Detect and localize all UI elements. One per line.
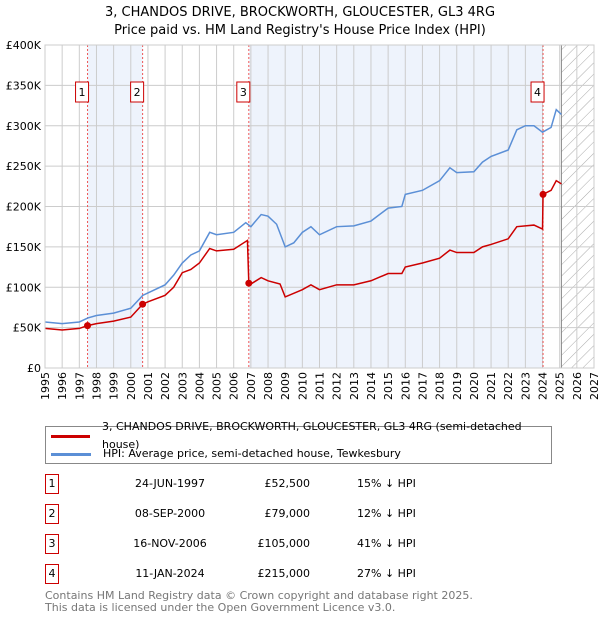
x-tick-label: 1999 xyxy=(108,372,121,400)
sale-price: £79,000 xyxy=(264,507,311,520)
legend-item-property: 3, CHANDOS DRIVE, BROCKWORTH, GLOUCESTER… xyxy=(46,420,551,451)
sale-price: £105,000 xyxy=(257,537,311,550)
sale-date: 16-NOV-2006 xyxy=(133,537,207,550)
x-tick-label: 2004 xyxy=(193,372,206,400)
sale-date: 24-JUN-1997 xyxy=(134,477,206,490)
sale-row: 3 16-NOV-2006 £105,000 41% ↓ HPI xyxy=(45,534,445,554)
y-tick-label: £100K xyxy=(6,281,42,294)
x-tick-label: 2021 xyxy=(485,372,498,400)
sale-row: 1 24-JUN-1997 £52,500 15% ↓ HPI xyxy=(45,474,445,494)
sale-label: 1 xyxy=(79,86,86,99)
sale-point xyxy=(139,300,147,308)
sale-date: 11-JAN-2024 xyxy=(135,567,205,580)
x-tick-label: 2022 xyxy=(502,372,515,400)
x-tick-label: 2016 xyxy=(399,372,412,400)
series-line xyxy=(44,179,562,331)
x-tick-label: 2023 xyxy=(519,372,532,400)
x-tick-label: 2001 xyxy=(142,372,155,400)
footer-line: Contains HM Land Registry data © Crown c… xyxy=(45,589,473,602)
x-tick-label: 2010 xyxy=(296,372,309,400)
plot-frame xyxy=(44,44,595,369)
x-tick-label: 2018 xyxy=(434,372,447,400)
subtitle-line: Price paid vs. HM Land Registry's House … xyxy=(114,23,486,38)
price-chart: 1995 1996 1997 1998 1999 2000 2001 2002 2003 2004… xyxy=(6,39,600,400)
x-tick-label: 2025 xyxy=(554,372,567,400)
x-tick-label: 2026 xyxy=(571,372,584,400)
x-tick-label: 2006 xyxy=(228,372,241,400)
hpi-diff: 41% ↓ HPI xyxy=(357,537,416,550)
y-tick-label: £200K xyxy=(6,201,42,214)
sale-label: 2 xyxy=(134,86,141,99)
footer: Contains HM Land Registry data © Crown c… xyxy=(45,590,473,614)
legend-label: HPI: Average price, semi-detached house,… xyxy=(103,447,401,460)
blue-line-swatch xyxy=(51,452,91,456)
legend: 3, CHANDOS DRIVE, BROCKWORTH, GLOUCESTER… xyxy=(45,420,552,464)
y-tick-label: £0 xyxy=(27,362,41,375)
hpi-diff: 15% ↓ HPI xyxy=(357,477,416,490)
x-tick-label: 2013 xyxy=(348,372,361,400)
x-tick-label: 2027 xyxy=(588,372,600,400)
x-tick-label: 2019 xyxy=(451,372,464,400)
hpi-diff: 12% ↓ HPI xyxy=(357,507,416,520)
x-tick-label: 2015 xyxy=(382,372,395,400)
sale-label-box xyxy=(236,81,251,103)
legend-item-hpi: HPI: Average price, semi-detached house,… xyxy=(46,445,401,463)
sale-point xyxy=(84,322,92,330)
y-tick-label: £150K xyxy=(6,241,42,254)
sale-point xyxy=(245,279,253,287)
sale-row: 4 11-JAN-2024 £215,000 27% ↓ HPI xyxy=(45,564,445,584)
x-tick-label: 2000 xyxy=(125,372,138,400)
title-line: 3, CHANDOS DRIVE, BROCKWORTH, GLOUCESTER… xyxy=(104,5,496,20)
sale-date: 08-SEP-2000 xyxy=(134,507,206,520)
x-tick-label: 2008 xyxy=(262,372,275,400)
sale-number-badge: 3 xyxy=(45,534,59,554)
x-tick-label: 1997 xyxy=(73,372,86,400)
sale-point xyxy=(539,190,547,198)
sale-price: £215,000 xyxy=(257,567,311,580)
sale-label: 4 xyxy=(534,86,541,99)
x-tick-label: 2017 xyxy=(416,372,429,400)
y-tick-label: £300K xyxy=(6,120,42,133)
series-line xyxy=(44,108,562,325)
hpi-diff: 27% ↓ HPI xyxy=(357,567,416,580)
x-tick-label: 2009 xyxy=(279,372,292,400)
legend-label: 3, CHANDOS DRIVE, BROCKWORTH, GLOUCESTER… xyxy=(102,420,522,451)
y-tick-label: £50K xyxy=(13,322,42,335)
x-tick-label: 2005 xyxy=(211,372,224,400)
x-tick-label: 1995 xyxy=(39,372,52,400)
x-tick-label: 2003 xyxy=(176,372,189,400)
sale-number-badge: 2 xyxy=(45,504,59,524)
x-tick-label: 1998 xyxy=(90,372,103,400)
y-tick-label: £400K xyxy=(6,39,42,52)
x-tick-label: 2024 xyxy=(537,372,550,400)
x-tick-label: 2014 xyxy=(365,372,378,400)
x-tick-label: 2011 xyxy=(314,372,327,400)
y-tick-label: £350K xyxy=(6,79,42,92)
x-tick-label: 1996 xyxy=(56,372,69,400)
x-tick-label: 2007 xyxy=(245,372,258,400)
chart-title: 3, CHANDOS DRIVE, BROCKWORTH, GLOUCESTER… xyxy=(0,4,600,40)
sale-label-box xyxy=(530,81,545,103)
sale-label-box xyxy=(130,81,145,103)
footer-line: This data is licensed under the Open Gov… xyxy=(45,601,396,614)
sale-price: £52,500 xyxy=(264,477,311,490)
y-tick-label: £250K xyxy=(6,160,42,173)
sale-label-box xyxy=(75,81,90,103)
sale-label: 3 xyxy=(240,86,247,99)
x-tick-label: 2020 xyxy=(468,372,481,400)
sale-number-badge: 4 xyxy=(45,564,59,584)
x-tick-label: 2002 xyxy=(159,372,172,400)
x-tick-label: 2012 xyxy=(331,372,344,400)
sale-row: 2 08-SEP-2000 £79,000 12% ↓ HPI xyxy=(45,504,445,524)
sale-number-badge: 1 xyxy=(45,474,59,494)
red-line-swatch xyxy=(51,434,90,438)
